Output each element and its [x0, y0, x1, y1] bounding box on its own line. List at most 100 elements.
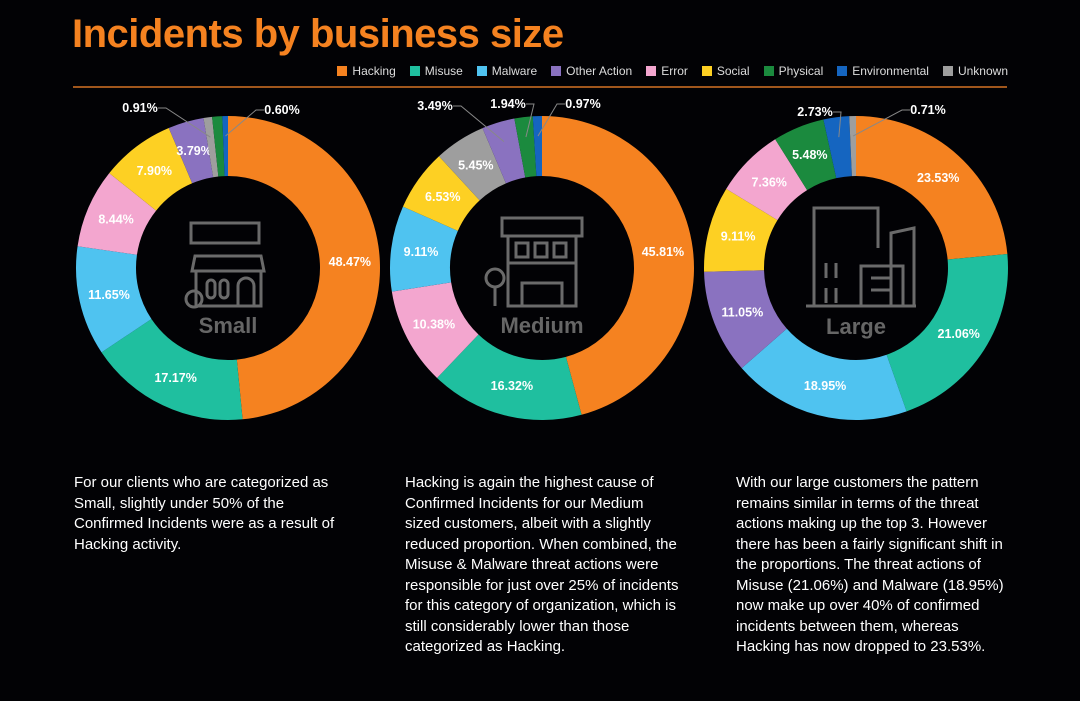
legend-swatch: [337, 66, 348, 76]
slice-label: 5.48%: [792, 148, 827, 162]
slice-other-action: [168, 117, 214, 184]
center-label: Medium: [500, 313, 583, 338]
medium-description: Hacking is again the highest cause of Co…: [405, 474, 679, 655]
slice-physical: [514, 116, 537, 178]
slice-label: 3.49%: [417, 99, 452, 113]
chart-legend: Hacking Misuse Malware Other Action Error Soc…: [337, 64, 1008, 78]
legend-swatch: [551, 66, 562, 76]
slice-social: [402, 156, 480, 231]
leader-line: [225, 109, 264, 137]
leader-line: [833, 111, 842, 138]
slice-label: 0.97%: [565, 97, 600, 111]
legend-swatch: [942, 66, 953, 76]
slice-label: 7.36%: [751, 175, 786, 189]
legend-label: Error: [661, 64, 688, 78]
legend-item: Other Action: [551, 64, 632, 78]
leader-line: [158, 107, 211, 138]
leader-line: [453, 105, 505, 142]
legend-item: Social: [701, 64, 750, 78]
slice-environmental: [222, 116, 228, 177]
legend-swatch: [476, 66, 487, 76]
legend-item: Hacking: [337, 64, 396, 78]
donut-large: 23.53% 21.06% 18.95% 11.05% 9.11% 7.36% 5.48% 2…: [703, 103, 1008, 420]
center-label: Small: [199, 313, 258, 338]
large-office-icon: [806, 206, 916, 308]
slice-unknown: [203, 116, 219, 178]
donut-small: 48.47% 17.17% 11.65% 8.44% 7.90% 3.79% 0.91% 0.…: [76, 101, 380, 420]
slice-label: 6.53%: [425, 190, 460, 204]
slice-label: 1.94%: [490, 97, 525, 111]
slice-misuse: [437, 334, 582, 420]
slice-malware: [390, 206, 458, 292]
slice-error: [77, 173, 157, 255]
leader-line: [525, 103, 535, 138]
donut-medium: 45.81% 16.32% 10.38% 9.11% 6.53% 5.45% 3.49% 1.…: [390, 97, 695, 420]
slice-label: 11.65%: [88, 288, 130, 302]
legend-label: Social: [716, 64, 750, 78]
leader-line: [537, 103, 565, 137]
slice-malware: [76, 246, 152, 353]
slice-label: 0.71%: [910, 103, 945, 117]
legend-label: Misuse: [424, 64, 463, 78]
slice-social: [703, 188, 778, 272]
slice-label: 9.11%: [404, 245, 439, 259]
legend-swatch: [701, 66, 712, 76]
slice-social: [109, 128, 193, 211]
slice-label: 16.32%: [491, 379, 533, 393]
leader-line: [852, 109, 910, 137]
slice-environmental: [823, 116, 852, 179]
legend-item: Physical: [763, 64, 824, 78]
slice-hacking: [856, 116, 1008, 260]
slice-label: 2.73%: [797, 105, 832, 119]
title-divider: [73, 86, 1007, 88]
legend-label: Other Action: [566, 64, 633, 78]
legend-swatch: [409, 66, 420, 76]
slice-error: [391, 282, 479, 378]
slice-hacking: [228, 116, 380, 420]
slice-label: 18.95%: [804, 379, 846, 393]
slice-label: 17.17%: [154, 371, 196, 385]
legend-label: Environmental: [852, 64, 929, 78]
slice-label: 21.06%: [938, 327, 980, 341]
center-label: Large: [826, 314, 886, 339]
slice-label: 7.90%: [137, 164, 172, 178]
slice-unknown: [849, 116, 856, 177]
legend-item: Environmental: [837, 64, 929, 78]
legend-swatch: [646, 66, 657, 76]
slice-label: 45.81%: [642, 245, 684, 259]
slice-label: 48.47%: [329, 255, 371, 269]
slice-unknown: [438, 128, 506, 201]
medium-building-icon: [484, 216, 584, 308]
slice-hacking: [542, 116, 695, 415]
slice-other-action: [704, 270, 787, 369]
slice-physical: [212, 116, 225, 177]
slice-other-action: [482, 118, 526, 184]
legend-item: Malware: [476, 64, 538, 78]
large-description: With our large customers the pattern rem…: [736, 474, 1004, 655]
slice-error: [726, 139, 808, 221]
slice-label: 10.38%: [413, 318, 455, 332]
slice-label: 0.91%: [122, 101, 157, 115]
legend-label: Hacking: [352, 64, 396, 78]
slice-environmental: [532, 116, 542, 177]
slice-label: 0.60%: [264, 103, 299, 117]
slice-label: 3.79%: [176, 144, 211, 158]
slice-malware: [741, 328, 907, 420]
slice-misuse: [886, 254, 1008, 412]
slice-label: 11.05%: [721, 305, 763, 319]
slice-label: 5.45%: [458, 159, 493, 173]
legend-label: Physical: [778, 64, 824, 78]
small-shop-icon: [184, 221, 266, 309]
legend-item: Error: [646, 64, 688, 78]
legend-item: Misuse: [409, 64, 463, 78]
slice-label: 9.11%: [721, 229, 756, 243]
slice-physical: [775, 119, 837, 191]
small-description: For our clients who are categorized as S…: [74, 474, 335, 553]
slice-label: 8.44%: [98, 212, 133, 226]
page-title: Incidents by business size: [72, 12, 564, 56]
slice-label: 23.53%: [917, 171, 959, 185]
slice-misuse: [101, 319, 243, 420]
legend-label: Malware: [491, 64, 538, 78]
legend-item: Unknown: [942, 64, 1008, 78]
